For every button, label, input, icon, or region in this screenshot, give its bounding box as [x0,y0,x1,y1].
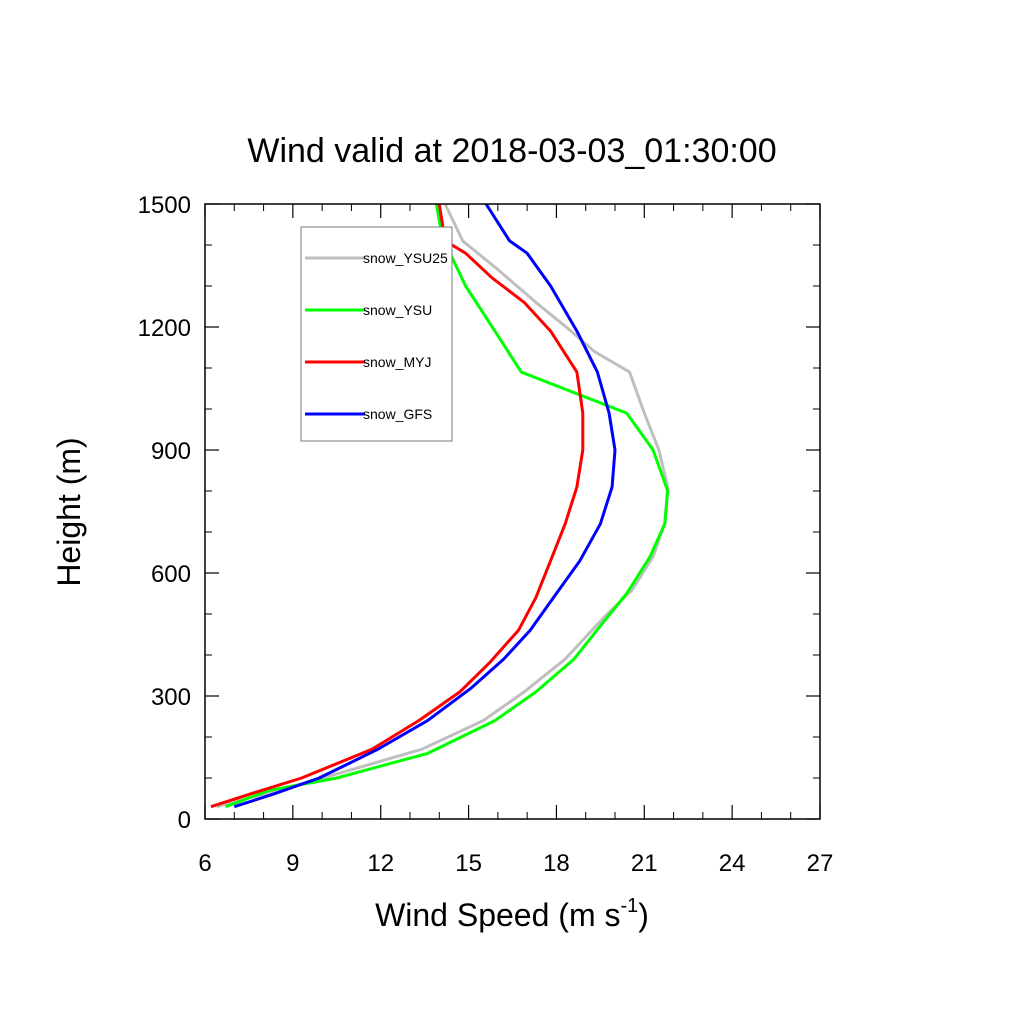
x-tick-label: 15 [455,850,482,877]
series-line-snow-gfs [233,203,617,809]
y-tick-label: 0 [178,807,191,834]
x-axis-title: Wind Speed (m s-1) [375,895,649,933]
series-lines [210,203,670,809]
x-axis-title-superscript: -1 [620,895,638,917]
axis-ticks: 6 9 12 15 18 21 24 27 0 300 600 900 1200 1500 [138,192,834,877]
legend-label: snow_GFS [363,406,432,422]
x-tick-label: 24 [719,850,746,877]
y-tick-label: 900 [151,438,191,465]
y-tick-label: 600 [151,561,191,588]
plot-frame [204,203,821,820]
x-tick-label: 12 [367,850,394,877]
y-axis-title: Height (m) [51,437,87,586]
legend-box [300,226,453,442]
legend-label: snow_YSU [363,302,432,318]
y-tick-label: 300 [151,684,191,711]
series-line-snow-ysu [224,203,670,809]
series-line-snow-myj [210,203,585,809]
legend-label: snow_MYJ [363,354,431,370]
x-tick-label: 18 [543,850,570,877]
y-tick-label: 1500 [138,192,191,219]
legend-label: snow_YSU25 [363,250,448,266]
x-axis-title-text: Wind Speed (m s [375,897,620,933]
x-tick-label: 27 [807,850,834,877]
chart-title: Wind valid at 2018-03-03_01:30:00 [247,132,776,170]
x-axis-title-suffix: ) [638,897,649,933]
y-tick-label: 1200 [138,315,191,342]
x-tick-label: 6 [198,850,211,877]
x-tick-label: 9 [286,850,299,877]
legend: snow_YSU25 snow_YSU snow_MYJ snow_GFS [300,226,453,442]
x-tick-label: 21 [631,850,658,877]
